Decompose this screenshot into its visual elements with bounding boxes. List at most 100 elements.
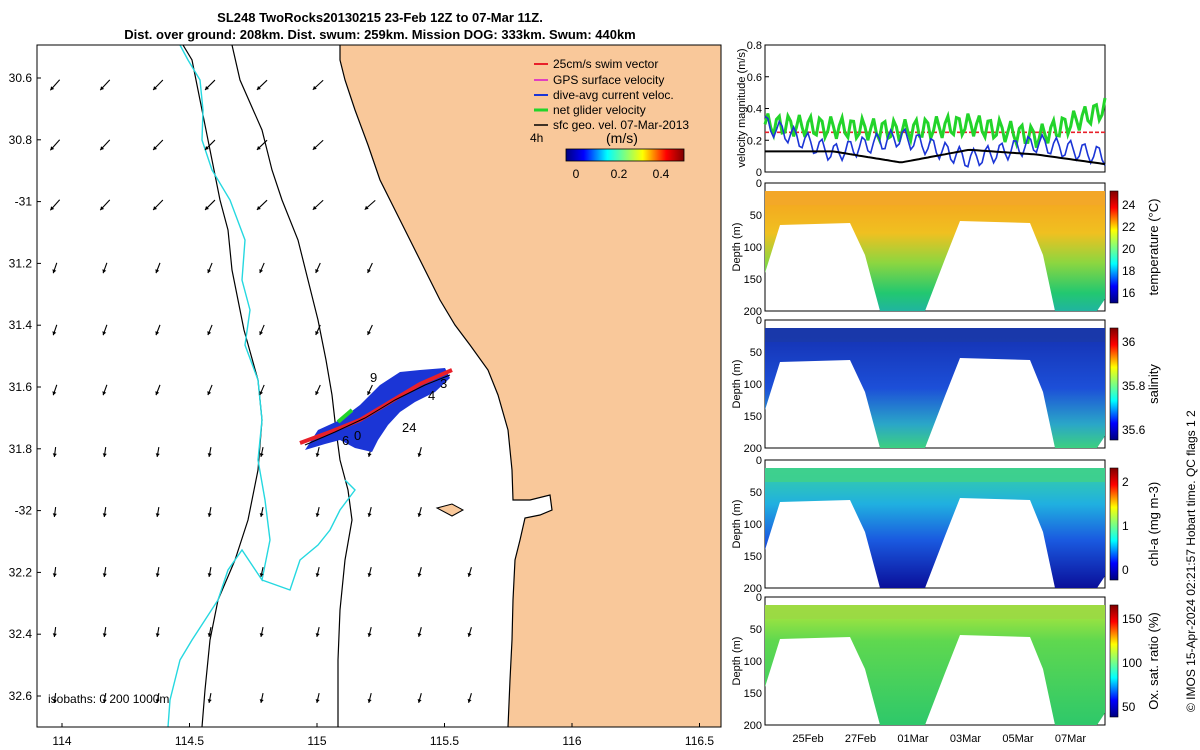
map-legend: 25cm/s swim vector GPS surface velocity … xyxy=(530,57,689,181)
depth-tick-label: 200 xyxy=(744,443,762,455)
velocity-arrowhead xyxy=(102,331,107,336)
legend-label: 25cm/s swim vector xyxy=(553,57,658,71)
velocity-arrowhead xyxy=(467,698,472,703)
date-tick-label: 03Mar xyxy=(950,733,982,745)
velocity-arrowhead xyxy=(315,699,320,703)
velocity-arrowhead xyxy=(367,699,372,703)
lat-tick-label: 32.2 xyxy=(9,565,33,579)
velocity-arrowhead xyxy=(155,633,160,637)
colorbar-tick-label: 18 xyxy=(1122,264,1136,278)
track-label: 6 xyxy=(342,433,349,448)
velocity-arrowhead xyxy=(467,632,472,637)
velocity-arrowhead xyxy=(102,573,107,577)
colorbar-tick-label: 36 xyxy=(1122,335,1136,349)
track-label: 24 xyxy=(402,420,416,435)
cyan-contour xyxy=(167,45,356,727)
date-tick-label: 05Mar xyxy=(1002,733,1034,745)
velocity-arrowhead xyxy=(100,206,105,211)
velocity-arrowhead xyxy=(52,633,57,637)
section-panel-salinity: 0 50 100 150 200 Depth (m) 36 35.8 35.6 salinity xyxy=(731,315,1161,455)
velocity-arrowhead xyxy=(155,391,160,396)
lon-tick-label: 115 xyxy=(307,734,326,748)
velocity-arrowhead xyxy=(155,573,160,577)
lon-tick-label: 116 xyxy=(562,734,581,748)
sfc-geo-track xyxy=(304,374,451,446)
section-colorbar xyxy=(1109,467,1119,581)
velocity-arrowhead xyxy=(52,699,57,703)
velocity-arrowhead xyxy=(102,633,107,637)
map-lon-ticks: 114 114.5 115 115.5 116 116.5 xyxy=(52,723,714,748)
section-colorbar xyxy=(1109,327,1119,441)
map-frame xyxy=(36,44,722,728)
velocity-arrowhead xyxy=(207,391,212,396)
track-label: 9 xyxy=(370,370,377,385)
velocity-arrowhead xyxy=(315,391,320,396)
section-x-ticks: 25Feb 27Feb 01Mar 03Mar 05Mar 07Mar xyxy=(792,733,1086,745)
section-surface-band xyxy=(765,468,1105,482)
velocity-arrowhead xyxy=(50,86,55,91)
velocity-y-tick: 0.6 xyxy=(747,72,762,84)
velocity-arrowhead xyxy=(367,453,372,457)
rottnest-island xyxy=(435,503,465,517)
velocity-arrowhead xyxy=(153,86,157,91)
lat-tick-label: 32.6 xyxy=(9,689,33,703)
legend-item-sfc: sfc geo. vel. 07-Mar-2013 xyxy=(534,118,689,132)
date-tick-label: 01Mar xyxy=(897,733,929,745)
velocity-series-line xyxy=(765,148,1106,166)
velocity-arrowhead xyxy=(417,572,422,577)
velocity-arrowhead xyxy=(315,633,320,637)
colorbar-label: temperature (°C) xyxy=(1146,199,1161,296)
track-label: 0 xyxy=(354,428,361,443)
section-surface-band xyxy=(765,191,1105,205)
section-data-fill xyxy=(765,605,1105,725)
velocity-arrowhead xyxy=(102,453,107,457)
velocity-arrowhead xyxy=(367,268,371,273)
velocity-arrowhead xyxy=(315,269,320,274)
figure-title-line1: SL248 TwoRocks20130215 23-Feb 12Z to 07-… xyxy=(217,10,543,25)
legend-label: dive-avg current veloc. xyxy=(553,88,674,102)
legend-item-gps: GPS surface velocity xyxy=(534,73,664,87)
map-panel: 9 3 4 24 6 0 114 114.5 115 115.5 116 116.5 30… xyxy=(9,44,722,748)
lon-tick-label: 116.5 xyxy=(685,734,714,748)
velocity-ylabel: velocity magnitude (m/s) xyxy=(736,48,748,167)
velocity-arrowhead xyxy=(367,633,372,637)
land-area xyxy=(340,45,721,727)
velocity-arrowhead xyxy=(155,513,160,517)
velocity-arrowhead xyxy=(367,330,371,335)
depth-tick-label: 150 xyxy=(744,274,762,286)
velocity-y-tick: 0.2 xyxy=(747,135,762,147)
velocity-arrowhead xyxy=(205,146,209,150)
date-tick-label: 27Feb xyxy=(845,733,876,745)
depth-ylabel: Depth (m) xyxy=(731,500,743,549)
section-data-fill xyxy=(765,191,1105,311)
track-label: 3 xyxy=(440,376,447,391)
velocity-arrowhead xyxy=(259,331,264,336)
depth-tick-label: 200 xyxy=(744,306,762,318)
velocity-y-tick: 0 xyxy=(756,167,762,179)
depth-tick-label: 150 xyxy=(744,411,762,423)
section-colorbar xyxy=(1109,604,1119,718)
depth-tick-label: 0 xyxy=(756,592,762,604)
colorbar-tick: 0 xyxy=(573,167,580,181)
velocity-arrowhead xyxy=(52,573,57,577)
legend-label: net glider velocity xyxy=(553,103,646,117)
date-tick-label: 07Mar xyxy=(1055,733,1087,745)
colorbar-tick: 0.2 xyxy=(611,167,628,181)
net-glider-velocity-segment xyxy=(336,408,354,424)
lat-tick-label: 31.8 xyxy=(9,442,33,456)
velocity-y-ticks: 0 0.2 0.4 0.6 0.8 xyxy=(747,40,769,179)
velocity-arrowhead xyxy=(364,205,369,210)
glider-track xyxy=(299,368,453,452)
depth-ylabel: Depth (m) xyxy=(731,360,743,409)
colorbar-tick: 0.4 xyxy=(653,167,670,181)
velocity-arrowhead xyxy=(467,572,472,577)
velocity-arrowhead xyxy=(100,86,105,91)
velocity-arrowhead xyxy=(50,206,55,211)
velocity-arrowhead xyxy=(367,513,372,517)
velocity-arrowhead xyxy=(155,331,160,336)
velocity-arrowhead xyxy=(256,205,261,210)
velocity-arrowhead xyxy=(367,390,371,395)
velocity-arrowhead xyxy=(205,86,209,90)
depth-tick-label: 50 xyxy=(750,624,762,636)
